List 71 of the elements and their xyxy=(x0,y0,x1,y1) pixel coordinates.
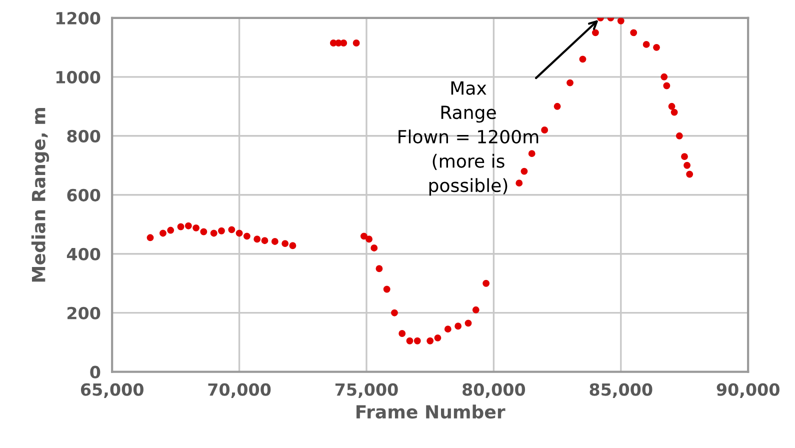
point xyxy=(434,334,442,342)
point xyxy=(360,232,368,240)
point xyxy=(406,337,414,344)
point xyxy=(482,280,490,287)
x-tick-label: 65,000 xyxy=(80,383,144,398)
point xyxy=(516,180,523,187)
y-tick-label: 800 xyxy=(67,130,100,142)
point xyxy=(676,132,683,140)
point xyxy=(146,234,154,242)
point xyxy=(566,79,574,86)
y-tick-label: 600 xyxy=(67,188,100,202)
point xyxy=(177,223,184,230)
point xyxy=(370,244,378,252)
y-tick-label: 0 xyxy=(90,366,100,378)
x-tick-label: 90,000 xyxy=(716,383,780,398)
y-tick-label: 1200 xyxy=(56,12,100,24)
point xyxy=(579,56,586,63)
point xyxy=(160,230,166,237)
point xyxy=(192,224,200,232)
point xyxy=(271,238,278,245)
x-tick-label: 85,000 xyxy=(590,383,652,398)
point xyxy=(383,286,390,293)
x-axis-title: Frame Number xyxy=(356,404,506,419)
y-tick-label: 200 xyxy=(68,306,100,320)
point xyxy=(243,232,250,240)
point xyxy=(541,126,548,134)
point xyxy=(444,326,452,333)
annotation: Max Range Flown = 1200m (more is possible) xyxy=(398,81,538,196)
point xyxy=(617,18,624,24)
x-tick-label: 80,000 xyxy=(462,383,526,398)
point xyxy=(454,322,462,330)
point xyxy=(167,226,174,234)
point xyxy=(663,82,670,90)
point xyxy=(414,337,421,344)
point xyxy=(261,237,268,244)
point xyxy=(630,29,638,36)
point xyxy=(668,102,676,110)
point xyxy=(686,170,694,178)
point xyxy=(684,162,691,169)
point xyxy=(236,230,243,237)
point xyxy=(352,40,360,46)
point xyxy=(289,242,296,250)
point xyxy=(218,227,225,234)
point xyxy=(472,306,480,314)
point xyxy=(520,168,528,175)
point xyxy=(210,230,218,237)
y-axis-title: Median Range, m xyxy=(31,108,50,282)
point xyxy=(282,240,289,248)
point xyxy=(376,265,383,272)
x-tick-label: 70,000 xyxy=(208,383,271,398)
x-tick-label: 75,000 xyxy=(335,383,398,398)
point xyxy=(592,29,599,36)
point xyxy=(642,40,650,48)
point xyxy=(340,40,348,46)
point xyxy=(391,309,398,316)
point xyxy=(228,226,236,234)
point xyxy=(366,236,373,243)
point xyxy=(398,330,406,337)
point xyxy=(464,320,472,327)
point xyxy=(670,108,678,116)
point xyxy=(254,236,261,243)
point xyxy=(554,102,561,110)
point xyxy=(653,44,660,51)
point xyxy=(660,73,668,80)
y-tick-label: 400 xyxy=(66,248,100,260)
point xyxy=(426,337,434,344)
y-tick-label: 1000 xyxy=(56,70,100,84)
point xyxy=(184,222,192,230)
point xyxy=(681,153,688,160)
point xyxy=(200,228,208,236)
point xyxy=(528,150,536,158)
